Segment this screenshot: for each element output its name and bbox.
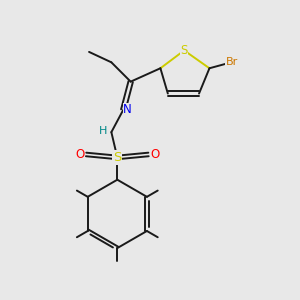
Text: H: H bbox=[99, 126, 107, 136]
Text: O: O bbox=[75, 148, 84, 161]
Text: S: S bbox=[113, 151, 122, 164]
Text: S: S bbox=[181, 44, 188, 57]
Text: O: O bbox=[150, 148, 160, 161]
Text: N: N bbox=[123, 103, 132, 116]
Text: Br: Br bbox=[226, 57, 238, 67]
